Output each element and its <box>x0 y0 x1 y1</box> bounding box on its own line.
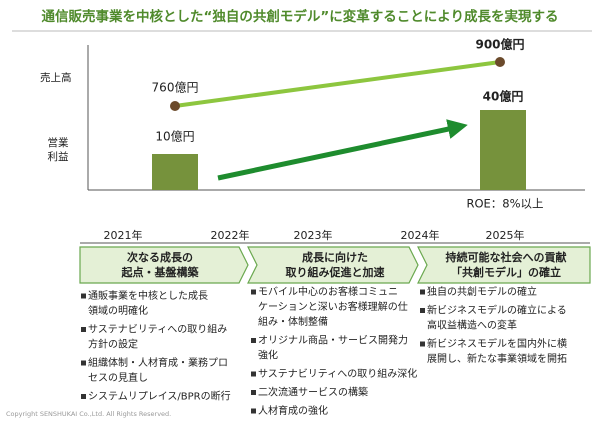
profit-label: 利益 <box>48 150 69 163</box>
bullet-text: 展開し、新たな事業領域を開拓 <box>427 352 567 365</box>
phase-title: 取り組み促進と加速 <box>286 265 385 279</box>
phase-title: 起点・基盤構築 <box>121 265 200 279</box>
year: 2025年 <box>486 228 525 242</box>
bullet <box>251 408 256 414</box>
sales-point <box>170 101 180 111</box>
bullet-text: 新ビジネスモデルの確立による <box>427 304 567 317</box>
profit-bar <box>480 110 526 190</box>
bullet-text: サステナビリティへの取り組み <box>88 323 227 336</box>
bullet-text: 領域の明確化 <box>88 304 148 317</box>
bullet <box>251 390 256 395</box>
bullet-text: 高収益構造への変革 <box>427 319 517 332</box>
year: 2021年 <box>104 228 143 242</box>
sales-end: 900億円 <box>475 37 524 52</box>
bullet-text: オリジナル商品・サービス開発力 <box>258 334 408 347</box>
bullet-text: 人材育成の強化 <box>258 404 328 417</box>
bullet-text: システムリプレイス/BPRの断行 <box>88 390 231 403</box>
profit-end: 40億円 <box>483 89 524 104</box>
bullet-text: セスの見直し <box>88 371 148 384</box>
bullet <box>420 289 425 295</box>
bullet-text: モバイル中心のお客様コミュニ <box>258 285 398 298</box>
sales-line <box>174 60 501 108</box>
profit-start: 10億円 <box>155 130 194 144</box>
phase-title: 持続可能な社会への貢献 <box>446 250 567 264</box>
profit-bar <box>152 154 198 190</box>
phase-title: 「共創モデル」の確立 <box>451 265 561 279</box>
bullet-text: 強化 <box>258 349 278 362</box>
bullet <box>251 371 256 377</box>
year: 2024年 <box>401 228 440 242</box>
phase-box <box>417 246 591 284</box>
bullet-text: 独自の共創モデルの確立 <box>427 285 537 298</box>
phase-title: 成長に向けた <box>302 250 368 264</box>
bullet <box>251 338 256 343</box>
bullet-text: 組み・体制整備 <box>258 315 328 328</box>
bullet <box>420 341 425 347</box>
sales-start: 760億円 <box>152 81 199 95</box>
bullet-text: 新ビジネスモデルを国内外に横 <box>427 337 567 350</box>
bullet-text: 二次流通サービスの構築 <box>258 386 368 399</box>
growth-arrow <box>217 119 468 181</box>
bullet <box>81 394 86 399</box>
bullet <box>420 308 425 313</box>
phase-box <box>247 246 419 284</box>
phase-title: 次なる成長の <box>127 250 193 264</box>
bullet <box>81 293 86 299</box>
bullet <box>251 289 256 295</box>
copyright: Copyright SENSHUKAI Co.,Ltd. All Rights … <box>6 410 171 418</box>
bullet <box>81 327 86 332</box>
bullet-text: サステナビリティへの取り組み深化 <box>258 367 417 380</box>
profit-label: 営業 <box>48 136 69 149</box>
bullet-text: ケーションと深いお客様理解の仕 <box>258 300 408 313</box>
roe: ROE：8%以上 <box>466 197 543 211</box>
sales-point <box>495 57 505 67</box>
year: 2022年 <box>211 228 250 242</box>
bullet <box>81 360 86 366</box>
year: 2023年 <box>294 228 333 242</box>
bullet-text: 組織体制・人材育成・業務プロ <box>88 356 228 369</box>
title: 通信販売事業を中核とした“独自の共創モデル”に変革することにより成長を実現する <box>42 8 559 25</box>
phase-box <box>79 246 249 284</box>
bullet-text: 方針の設定 <box>88 338 138 351</box>
bullet-text: 通販事業を中核とした成長 <box>88 289 208 302</box>
sales-label: 売上高 <box>40 71 72 84</box>
